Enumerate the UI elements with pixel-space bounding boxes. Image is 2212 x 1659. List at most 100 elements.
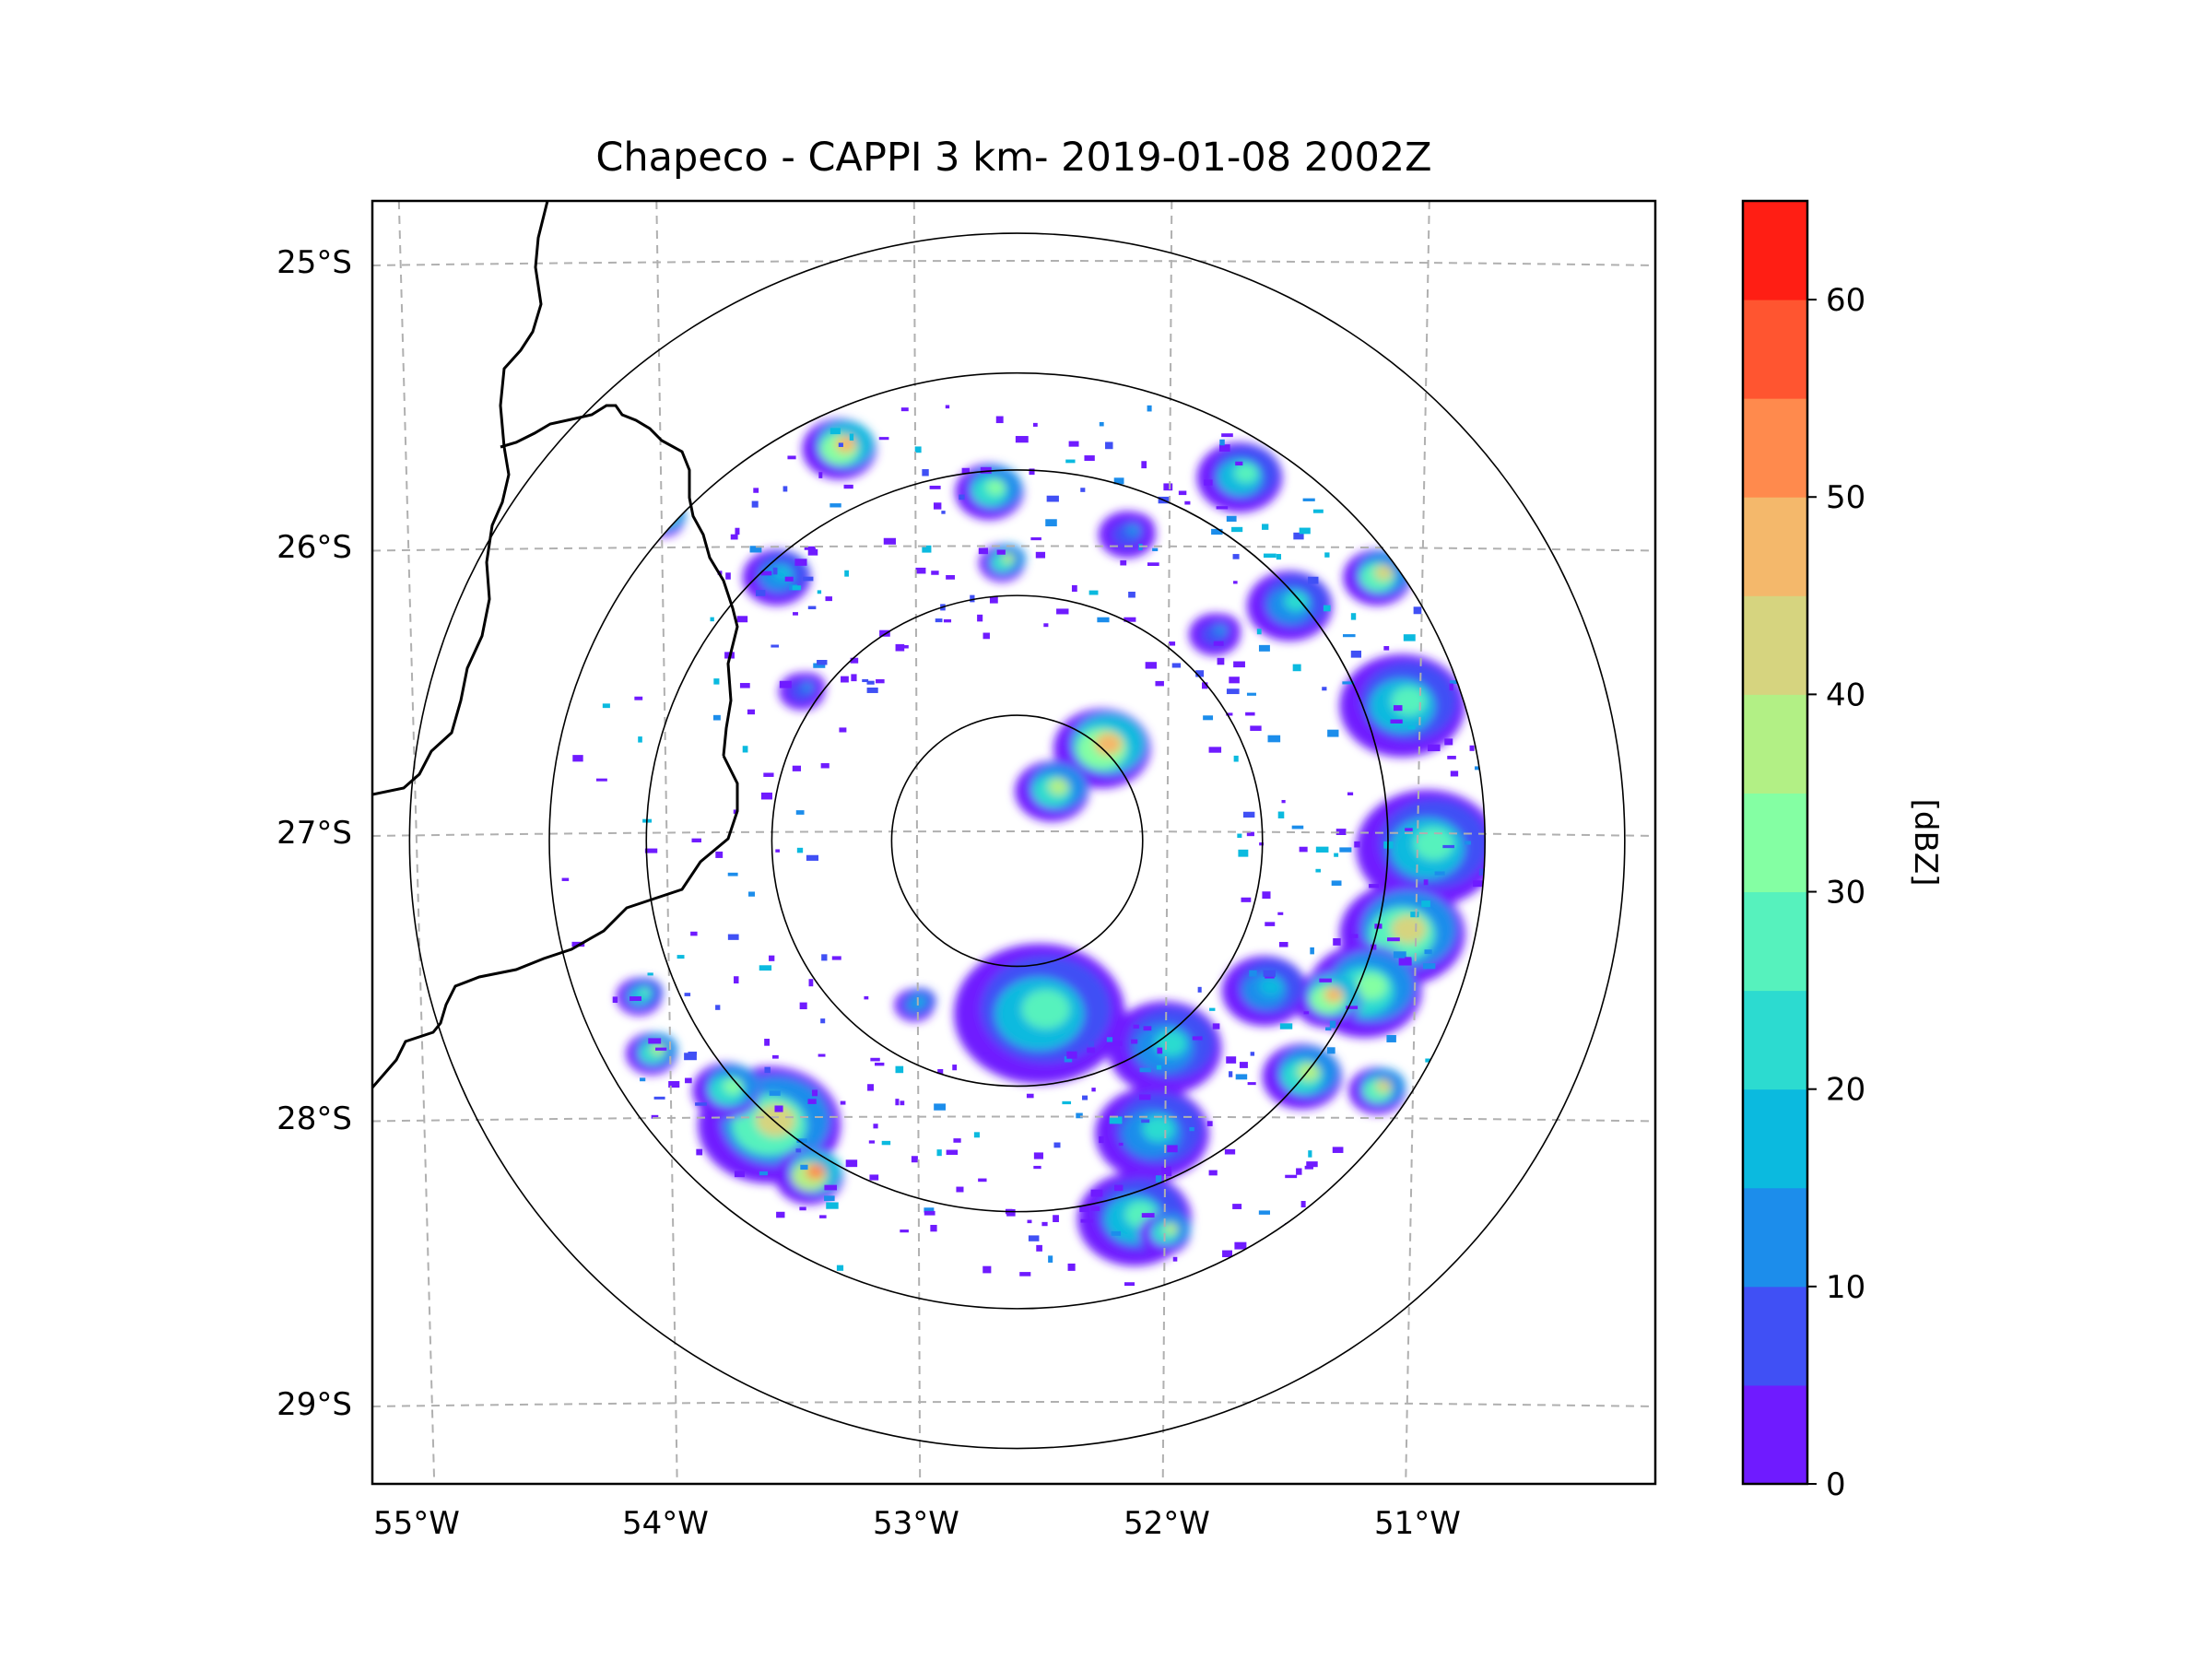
echo-speckle [1015,436,1029,443]
echo-speckle [870,1057,880,1062]
echo-speckle [771,644,780,648]
echo-speckle [1109,1041,1123,1046]
colorbar-segment [1743,398,1807,498]
echo-speckle [1141,1119,1150,1124]
grid-line-lon [912,201,922,1484]
echo-speckle [1231,526,1243,533]
echo-speckle [1342,634,1356,638]
echo-speckle [1465,841,1471,845]
echo-speckle [934,1103,946,1111]
grid-line-lat [372,830,1655,837]
longitude-labels: 55°W 54°W 53°W 52°W 51°W [373,1505,1461,1542]
echo-speckle [946,574,956,580]
echo-contour [801,681,815,692]
echo-speckle [982,632,990,640]
echo-speckle [1277,912,1284,915]
echo-contour [1355,973,1388,1000]
echo-speckle [1247,1082,1256,1086]
echo-speckle [1306,1161,1318,1168]
colorbar-tick-label: 10 [1826,1269,1865,1306]
colorbar-segment [1743,694,1807,794]
echo-speckle [836,1265,844,1271]
echo-speckle [1224,1148,1236,1155]
echo-cell [1221,956,1308,1027]
echo-speckle [825,596,832,602]
colorbar-ticks: 0 10 20 30 40 50 60 [1807,282,1865,1503]
echo-speckle [1249,970,1257,977]
echo-contour [1048,778,1069,795]
echo-speckle [978,1178,987,1182]
echo-speckle [751,500,759,508]
echo-speckle [1064,1056,1073,1063]
figure-title: Chapeco - CAPPI 3 km- 2019-01-08 2002Z [595,135,1431,181]
echo-contour [1233,463,1258,483]
echo-speckle [794,559,807,566]
echo-cell [1095,1087,1209,1181]
echo-speckle [1423,879,1429,886]
grid-line-lon [1405,201,1430,1484]
echo-speckle [760,571,772,576]
echo-speckle [734,976,739,984]
echo-speckle [1138,1094,1151,1100]
echo-speckle [1212,1023,1220,1030]
echo-speckle [638,736,642,743]
echo-speckle [817,659,828,665]
echo-speckle [1302,498,1315,501]
echo-speckle [1133,1024,1139,1029]
colorbar-segment [1743,1088,1807,1189]
echo-cell [1262,1043,1343,1110]
echo-speckle [1204,479,1213,486]
echo-speckle [970,594,975,603]
echo-speckle [851,674,857,682]
range-ring [645,469,1389,1213]
echo-speckle [1218,444,1230,452]
colorbar-segment [1743,793,1807,893]
echo-speckle [1326,1047,1335,1054]
echo-speckle [1026,1093,1034,1099]
echo-speckle [1128,591,1135,598]
echo-speckle [1145,662,1157,669]
echo-speckle [1156,1065,1162,1070]
echo-speckle [715,1005,721,1010]
echo-speckle [1237,833,1242,839]
echo-speckle [820,763,830,769]
echo-speckle [1267,735,1281,743]
echo-speckle [803,576,814,582]
echo-speckle [1184,500,1191,505]
colorbar-segment [1743,1384,1807,1485]
echo-cell [1196,442,1283,513]
echo-speckle [841,676,849,683]
echo-speckle [830,503,841,508]
echo-speckle [1386,1035,1396,1042]
echo-speckle [980,466,992,474]
colorbar-tick-label: 20 [1826,1072,1865,1109]
echo-speckle [1308,576,1319,584]
echo-speckle [561,877,570,881]
echo-speckle [800,1164,808,1171]
echo-speckle [1263,970,1276,977]
echo-speckle [769,1090,781,1096]
echo-speckle [759,965,772,971]
echo-speckle [572,755,583,762]
echo-speckle [1410,912,1419,918]
echo-speckle [1371,944,1377,950]
echo-speckle [1315,868,1321,873]
radar-echoes [561,405,1486,1287]
echo-speckle [868,1140,876,1144]
echo-contour [1125,523,1142,537]
echo-speckle [900,407,909,412]
colorbar-segment [1743,990,1807,1090]
echo-speckle [1139,1067,1151,1073]
echo-speckle [929,485,941,489]
echo-speckle [1084,455,1095,462]
echo-speckle [1308,1150,1312,1158]
echo-speckle [775,849,780,853]
echo-speckle [685,1077,692,1084]
echo-speckle [1080,488,1086,492]
echo-speckle [1068,441,1079,447]
echo-contour [1391,914,1427,944]
echo-speckle [876,678,885,684]
grid-line-lon [1161,201,1173,1484]
echo-speckle [1407,725,1416,730]
echo-speckle [849,433,854,441]
